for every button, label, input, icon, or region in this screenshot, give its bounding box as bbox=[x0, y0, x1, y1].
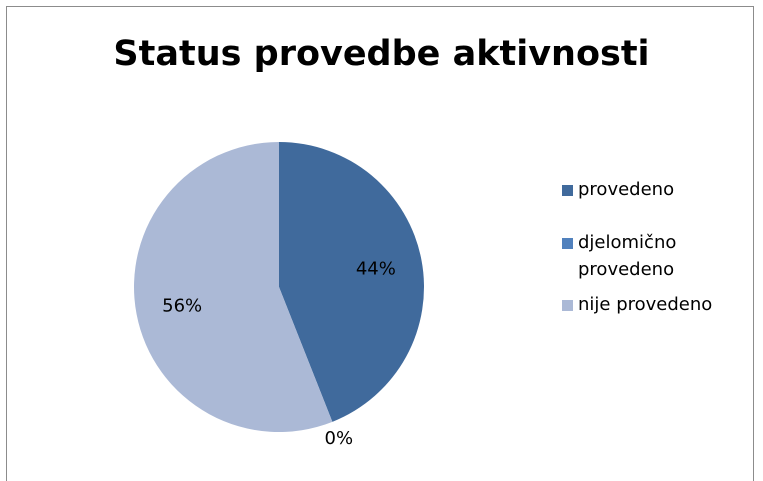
legend-item-provedeno: provedeno bbox=[562, 176, 757, 203]
legend-swatch-nije-provedeno bbox=[562, 300, 573, 311]
data-label-djelomicno-provedeno: 0% bbox=[325, 428, 354, 449]
legend-swatch-djelomicno-provedeno bbox=[562, 238, 573, 249]
legend-swatch-provedeno bbox=[562, 185, 573, 196]
legend-item-nije-provedeno: nije provedeno bbox=[562, 291, 757, 318]
data-label-nije-provedeno: 56% bbox=[162, 295, 202, 316]
pie-slice-provedeno bbox=[279, 142, 425, 422]
pie-slice-nije-provedeno bbox=[134, 142, 333, 432]
chart-title: Status provedbe aktivnosti bbox=[113, 34, 650, 74]
legend-label-nije-provedeno: nije provedeno bbox=[578, 294, 713, 315]
legend-label-provedeno: provedeno bbox=[578, 179, 675, 200]
legend-label-djelomicno-provedeno: djelomično provedeno bbox=[578, 232, 677, 280]
legend-item-djelomicno-provedeno: djelomično provedeno bbox=[562, 229, 688, 283]
legend: provedeno djelomično provedeno nije prov… bbox=[562, 176, 757, 318]
data-label-provedeno: 44% bbox=[356, 259, 396, 280]
